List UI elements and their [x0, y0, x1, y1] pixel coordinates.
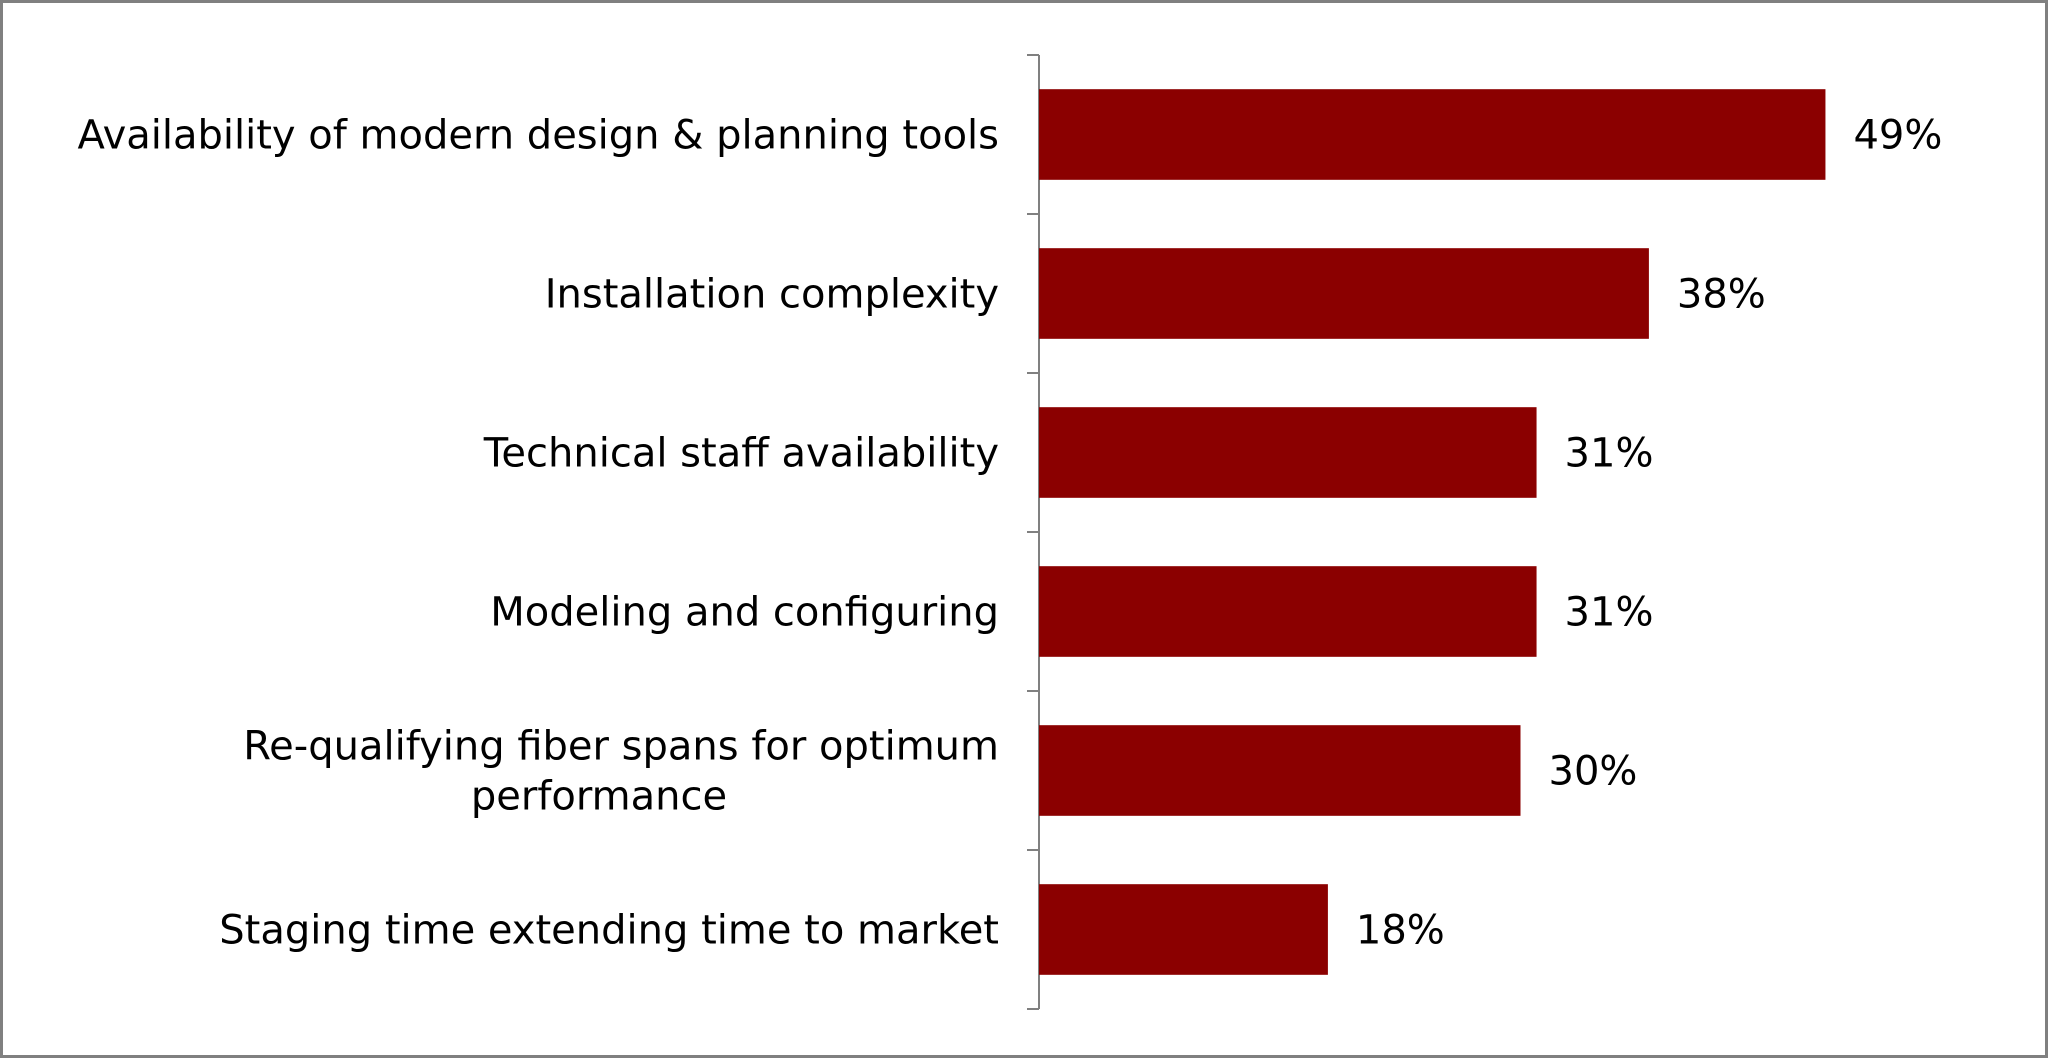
bar-1: [1039, 89, 1826, 180]
category-label-5: Re-qualifying fiber spans for optimum per…: [243, 724, 999, 820]
bars-layer: [1039, 89, 1826, 975]
category-label-2: Installation complexity: [545, 272, 999, 318]
axis-layer: [1027, 54, 1040, 1010]
bar-chart: 49% Availability of modern design & plann…: [78, 54, 1943, 1010]
category-label-6: Staging time extending time to market: [219, 908, 999, 954]
bar-5: [1039, 725, 1521, 816]
bar-6: [1039, 884, 1328, 975]
bar-2: [1039, 248, 1649, 339]
value-label-1: 49%: [1853, 113, 1942, 159]
labels-layer: 49% Availability of modern design & plann…: [78, 113, 1943, 954]
category-label-4: Modeling and configuring: [490, 590, 999, 636]
value-label-6: 18%: [1356, 908, 1445, 954]
value-label-5: 30%: [1549, 749, 1638, 795]
category-label-line: Re-qualifying fiber spans for optimum: [243, 724, 999, 770]
category-label-3: Technical staff availability: [483, 431, 999, 477]
bar-4: [1039, 566, 1537, 657]
value-label-4: 31%: [1565, 590, 1654, 636]
value-label-2: 38%: [1677, 272, 1766, 318]
value-label-3: 31%: [1565, 431, 1654, 477]
bar-3: [1039, 407, 1537, 498]
category-label-line: performance: [471, 774, 727, 820]
category-label-1: Availability of modern design & planning…: [78, 113, 999, 159]
